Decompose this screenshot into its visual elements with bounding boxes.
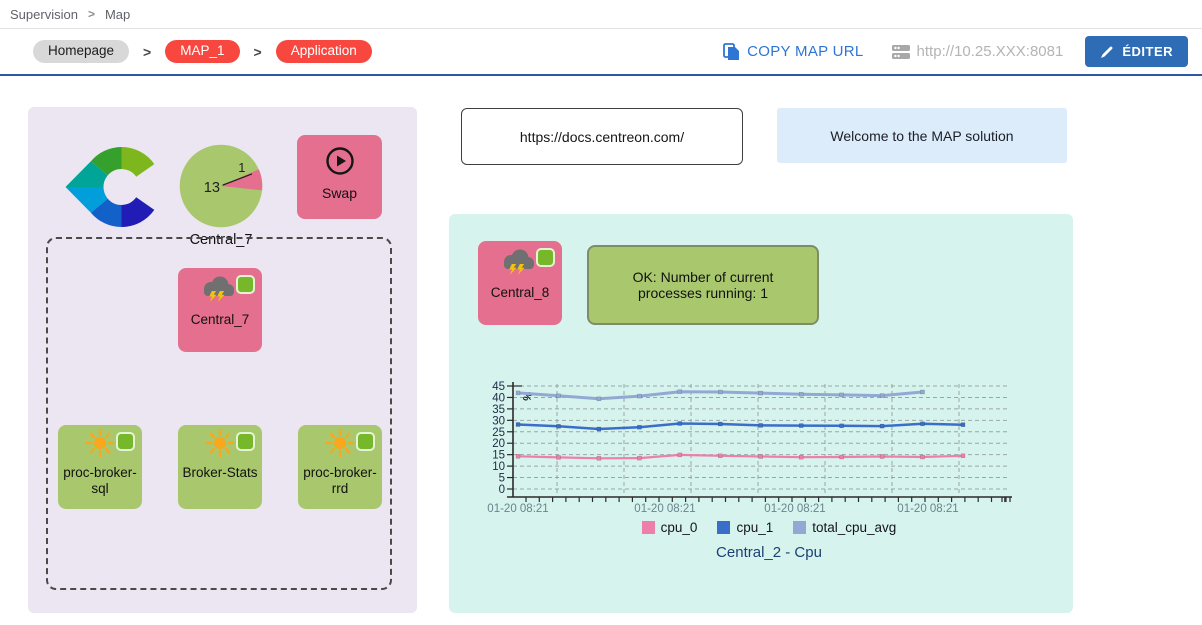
status-ok-indicator (536, 248, 555, 267)
welcome-text: Welcome to the MAP solution (830, 127, 1014, 144)
legend-label: cpu_1 (736, 520, 774, 535)
node-host-central7[interactable]: Central_7 (178, 268, 262, 352)
node-label: proc-broker-sql (63, 465, 137, 496)
status-ok-indicator (116, 432, 135, 451)
map-left-panel: 13 1 Central_7 Swap Central_7 (28, 107, 417, 613)
node-label: Central_8 (490, 285, 550, 300)
sun-icon (205, 428, 235, 458)
status-ok-indicator (236, 275, 255, 294)
edit-button-label: ÉDITER (1122, 44, 1173, 59)
svg-text:10: 10 (492, 461, 505, 473)
svg-text:01-20 08:21: 01-20 08:21 (764, 503, 825, 515)
legend-label: cpu_0 (660, 520, 698, 535)
breadcrumb: Supervision > Map (0, 0, 1202, 28)
node-label: proc-broker-rrd (303, 465, 377, 496)
chevron-right-icon: > (87, 7, 95, 21)
breadcrumb-map-link[interactable]: Map (104, 6, 131, 22)
svg-text:5: 5 (499, 473, 505, 485)
node-service-broker-stats[interactable]: Broker-Stats (178, 425, 262, 509)
node-label: Central_7 (190, 312, 250, 327)
centreon-logo (58, 137, 164, 242)
node-host-central8[interactable]: Central_8 (478, 241, 562, 325)
legend-swatch (717, 521, 731, 534)
svg-text:40: 40 (492, 392, 505, 404)
pie-caption: Central_7 (189, 232, 253, 248)
node-label: Swap (321, 185, 358, 201)
legend-item-total_cpu_avg: total_cpu_avg (793, 520, 896, 535)
chevron-right-icon: > (143, 43, 152, 60)
welcome-box: Welcome to the MAP solution (777, 108, 1067, 163)
svg-text:20: 20 (492, 438, 505, 450)
legend-swatch (793, 521, 807, 534)
storm-cloud-icon (504, 249, 534, 275)
path-item-application[interactable]: Application (275, 40, 372, 63)
svg-text:30: 30 (492, 415, 505, 427)
svg-text:01-20 08:21: 01-20 08:21 (897, 503, 958, 515)
edit-button[interactable]: ÉDITER (1085, 36, 1188, 67)
centreon-logo-icon (65, 147, 155, 227)
status-pie-chart: 13 1 (179, 144, 263, 228)
copy-map-url-label: COPY MAP URL (747, 43, 864, 60)
svg-text:25: 25 (492, 427, 505, 439)
map-right-panel: Central_8 OK: Number of current processe… (449, 214, 1073, 613)
service-output-box: OK: Number of current processes running:… (587, 245, 819, 325)
docs-link-box[interactable]: https://docs.centreon.com/ (461, 108, 743, 165)
pie-ok-count: 13 (204, 180, 220, 196)
map-path: Homepage > MAP_1 > Application (33, 40, 372, 63)
node-service-proc-broker-sql[interactable]: proc-broker-sql (58, 425, 142, 509)
server-icon (891, 44, 910, 59)
map-toolbar: Homepage > MAP_1 > Application COPY MAP … (0, 28, 1202, 76)
node-service-proc-broker-rrd[interactable]: proc-broker-rrd (298, 425, 382, 509)
gadget-pie-central7[interactable]: 13 1 Central_7 (156, 143, 286, 248)
svg-text:01-20 08:21: 01-20 08:21 (487, 503, 548, 515)
svg-text:01-20 08:21: 01-20 08:21 (634, 503, 695, 515)
pencil-icon (1101, 46, 1113, 58)
node-label: Broker-Stats (182, 465, 258, 480)
server-url-text: http://10.25.XXX:8081 (916, 43, 1064, 60)
copy-map-url-button[interactable]: COPY MAP URL (716, 41, 869, 63)
sun-icon (85, 428, 115, 458)
play-icon (325, 147, 354, 175)
chart-legend: cpu_0 cpu_1 total_cpu_avg (489, 520, 1049, 535)
legend-swatch (641, 521, 655, 534)
status-ok-indicator (356, 432, 375, 451)
chart-title: Central_2 - Cpu (716, 544, 822, 561)
svg-text:35: 35 (492, 404, 505, 416)
service-output-text: OK: Number of current processes running:… (632, 269, 774, 301)
legend-label: total_cpu_avg (812, 520, 897, 535)
legend-item-cpu_0: cpu_0 (641, 520, 698, 535)
breadcrumb-supervision-link[interactable]: Supervision (10, 6, 78, 22)
chevron-right-icon: > (253, 43, 262, 60)
copy-icon (723, 42, 740, 60)
server-url: http://10.25.XXX:8081 (891, 43, 1064, 60)
storm-cloud-icon (204, 276, 234, 302)
svg-text:0: 0 (499, 484, 505, 496)
sun-icon (325, 428, 355, 458)
pie-critical-count: 1 (238, 160, 245, 175)
legend-item-cpu_1: cpu_1 (717, 520, 773, 535)
toolbar-right: COPY MAP URL http://10.25.XXX:8081 ÉDITE… (716, 36, 1202, 67)
svg-text:45: 45 (492, 381, 505, 393)
path-item-homepage[interactable]: Homepage (33, 40, 130, 63)
svg-text:15: 15 (492, 450, 505, 462)
node-swap[interactable]: Swap (297, 135, 382, 219)
status-ok-indicator (236, 432, 255, 451)
container-group (46, 237, 392, 590)
path-item-map1[interactable]: MAP_1 (165, 40, 240, 63)
docs-link-text: https://docs.centreon.com/ (519, 128, 685, 145)
